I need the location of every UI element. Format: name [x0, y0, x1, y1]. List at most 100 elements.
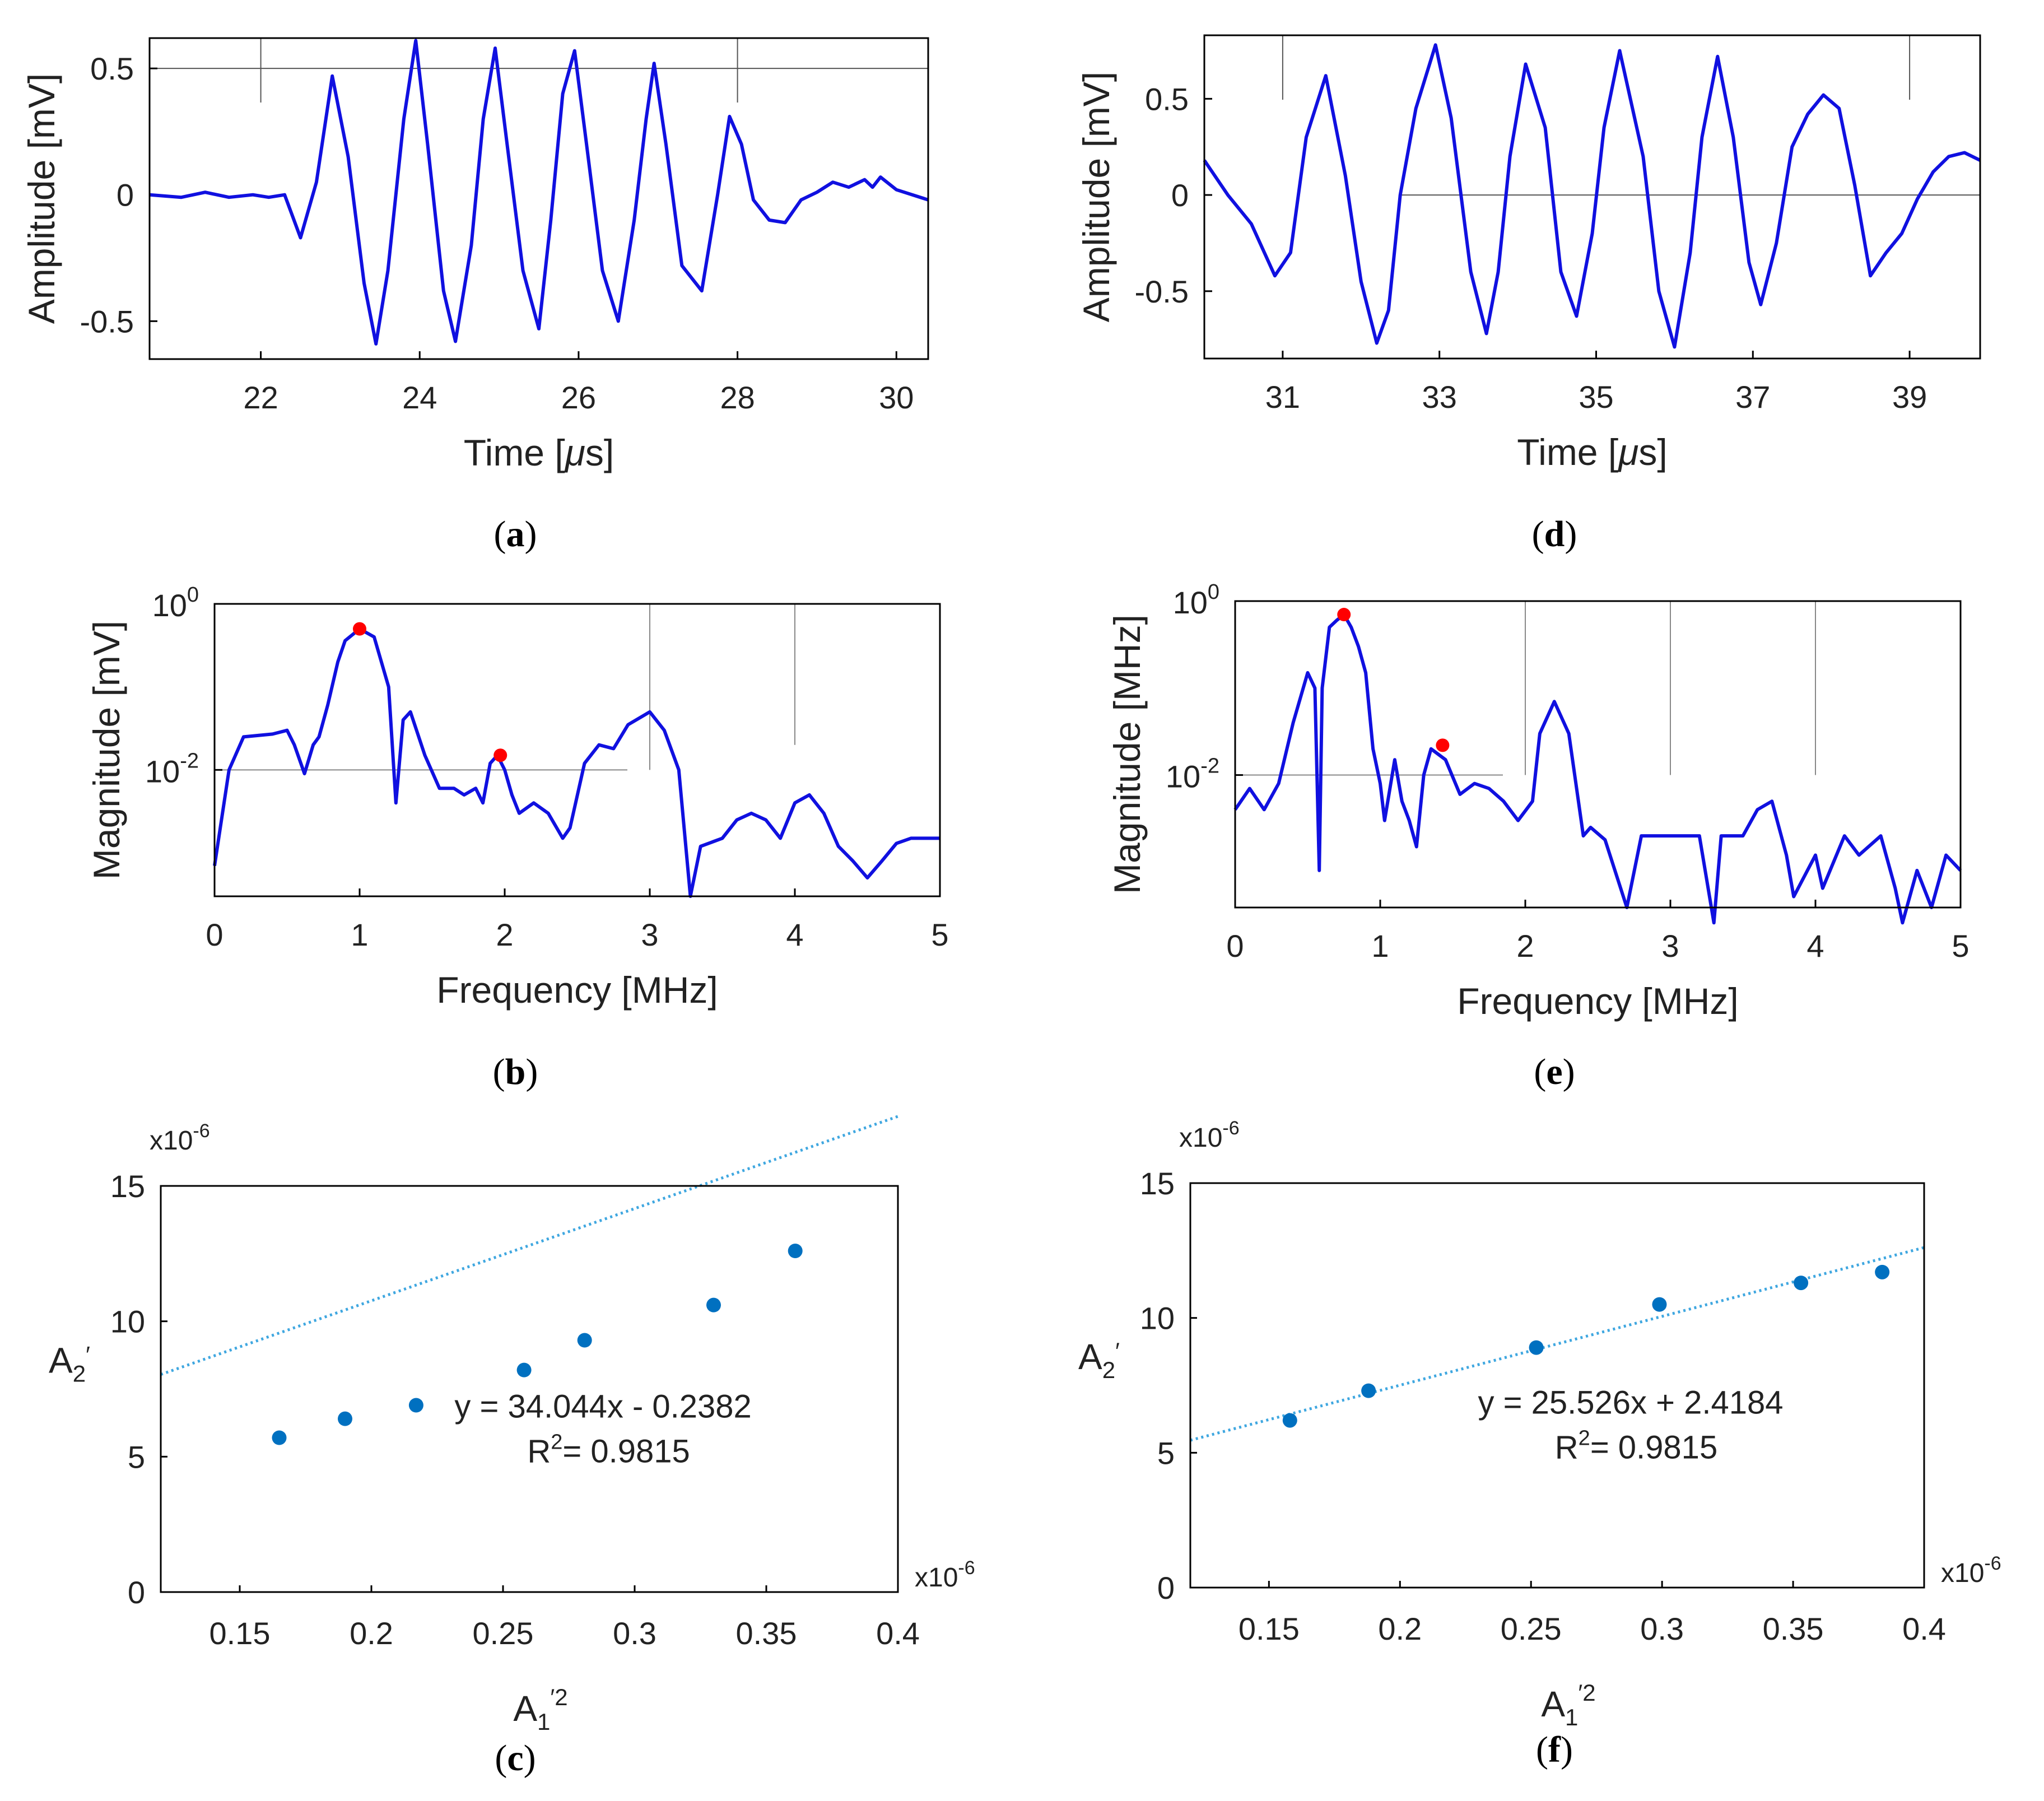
data-point	[1652, 1297, 1667, 1312]
x-axis-label: Time [μs]	[464, 432, 614, 473]
x-tick-label: 0	[1226, 928, 1244, 964]
caption-close-paren: )	[524, 1738, 536, 1779]
peak-marker	[1337, 608, 1351, 622]
x-axis-label-base: A	[1541, 1684, 1565, 1724]
y-tick-label: 15	[110, 1169, 145, 1204]
data-point	[1529, 1340, 1544, 1355]
axes-frame	[1203, 34, 1981, 360]
caption-open-paren: (	[1534, 1051, 1546, 1092]
y-multiplier: x10-6	[1179, 1118, 1240, 1153]
x-tick-label: 3	[1661, 928, 1679, 964]
y-tick-label: 0.5	[90, 51, 134, 86]
series-line	[1203, 43, 1981, 349]
series-line	[149, 39, 929, 346]
x-axis-label: Time [μs]	[1517, 431, 1667, 473]
data-point	[1282, 1413, 1297, 1428]
x-tick-label: 26	[561, 380, 596, 415]
y-tick-label: 100	[1173, 580, 1219, 620]
y-axis-label: Magnitude [mV]	[86, 621, 127, 879]
caption-letter: d	[1544, 514, 1565, 555]
y-tick-base: 10	[152, 588, 187, 623]
caption-open-paren: (	[495, 1738, 507, 1779]
x-tick-label: 0.4	[1902, 1611, 1946, 1646]
x-axis-label-mu: μ	[1617, 431, 1638, 473]
fit-equation: y = 34.044x - 0.2382	[454, 1388, 751, 1425]
y-axis-label-superscript: ′	[1115, 1338, 1120, 1364]
caption-letter: e	[1546, 1051, 1562, 1092]
x-tick-label: 0.25	[1501, 1611, 1562, 1646]
r-squared-label: R	[527, 1433, 551, 1469]
x-tick-label: 31	[1265, 379, 1300, 415]
y-tick-label: 0	[117, 178, 134, 213]
caption-letter: a	[506, 514, 525, 555]
x-axis-label-subscript: 1	[1565, 1704, 1578, 1730]
y-axis-label-subscript: 2	[73, 1361, 86, 1387]
y-tick-label: 10-2	[145, 749, 199, 789]
y-tick-label: 100	[152, 583, 199, 623]
axes-frame	[213, 603, 941, 897]
x-axis-label: A1′2	[513, 1684, 567, 1735]
y-axis-label: A2′	[49, 1341, 90, 1387]
x-tick-label: 37	[1735, 379, 1770, 415]
x-tick-label: 0.3	[1640, 1611, 1684, 1646]
x-multiplier-base: x10	[915, 1563, 958, 1593]
x-tick-label: 33	[1422, 379, 1457, 415]
y-tick-label: 10	[1140, 1301, 1175, 1336]
y-tick-label: 0	[1157, 1570, 1175, 1605]
y-multiplier-base: x10	[150, 1126, 193, 1156]
trend-line	[160, 1115, 898, 1376]
caption-open-paren: (	[1536, 1729, 1548, 1770]
y-tick-base: 10	[1173, 585, 1208, 620]
data-point	[577, 1333, 592, 1348]
data-point	[1361, 1383, 1376, 1398]
x-tick-label: 39	[1892, 379, 1927, 415]
plot-f: 0.15 0.2 0.25 0.3 0.35 0.4151050x10-6x10-6A1′…	[1078, 1118, 2001, 1730]
x-axis-label-prefix: Time [	[1517, 431, 1618, 473]
caption-close-paren: )	[525, 1051, 538, 1092]
panel-caption-c: (c)	[495, 1738, 536, 1779]
x-tick-label: 5	[931, 917, 948, 952]
peak-marker	[353, 622, 366, 636]
y-multiplier-exponent: -6	[1222, 1118, 1239, 1139]
y-tick-exponent: 0	[1208, 580, 1219, 604]
series-line	[1233, 613, 1962, 925]
caption-open-paren: (	[1532, 514, 1544, 555]
y-multiplier: x10-6	[150, 1120, 210, 1156]
panel-caption-e: (e)	[1534, 1051, 1575, 1092]
caption-letter: c	[507, 1738, 523, 1779]
x-multiplier-exponent: -6	[1984, 1553, 2001, 1574]
r-squared-value: = 0.9815	[562, 1433, 690, 1469]
x-tick-label: 30	[879, 380, 914, 415]
panel-caption-d: (d)	[1532, 514, 1577, 555]
y-tick-base: 10	[145, 753, 180, 789]
y-tick-exponent: -2	[180, 749, 199, 772]
axes-frame	[160, 1185, 899, 1593]
x-tick-label: 0.35	[1763, 1611, 1824, 1646]
y-multiplier-exponent: -6	[193, 1120, 209, 1142]
y-tick-label: 0	[1171, 178, 1189, 213]
x-multiplier-exponent: -6	[958, 1557, 975, 1579]
y-axis-label-base: A	[1078, 1337, 1102, 1377]
series-line	[213, 627, 940, 898]
x-tick-label: 1	[351, 917, 368, 952]
x-axis-label-suffix: s]	[1638, 431, 1667, 473]
r-squared: R2= 0.9815	[1555, 1427, 1717, 1466]
y-tick-label: 10-2	[1166, 755, 1219, 794]
x-tick-label: 0.4	[876, 1616, 920, 1651]
x-tick-label: 0.35	[736, 1616, 797, 1651]
x-tick-label: 0.2	[1378, 1611, 1422, 1646]
y-axis-label: Amplitude [mV]	[1075, 72, 1117, 323]
y-tick-label: -0.5	[80, 304, 134, 339]
y-tick-exponent: 0	[187, 583, 199, 607]
x-tick-label: 22	[243, 380, 278, 415]
caption-open-paren: (	[493, 1051, 505, 1092]
data-point	[1875, 1264, 1890, 1279]
caption-close-paren: )	[1565, 514, 1577, 555]
data-point	[272, 1430, 287, 1445]
x-tick-label: 0.15	[1238, 1611, 1300, 1646]
x-tick-label: 0	[206, 917, 223, 952]
x-axis-label: Frequency [MHz]	[436, 969, 718, 1011]
x-tick-label: 28	[720, 380, 755, 415]
y-tick-exponent: -2	[1200, 755, 1219, 778]
